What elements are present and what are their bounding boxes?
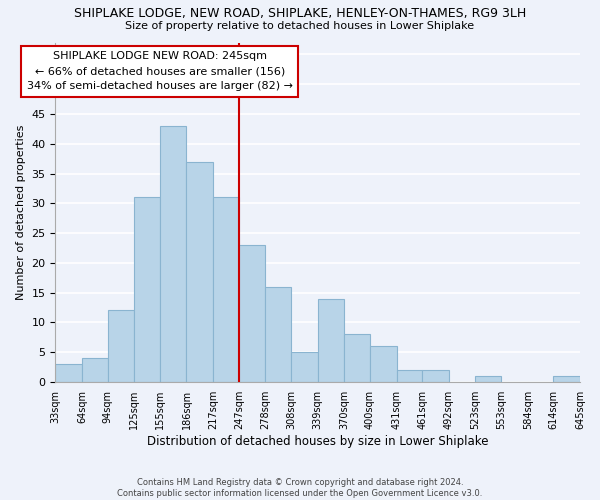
Bar	[397, 370, 422, 382]
Bar	[187, 162, 213, 382]
Bar	[344, 334, 370, 382]
Text: SHIPLAKE LODGE NEW ROAD: 245sqm
← 66% of detached houses are smaller (156)
34% o: SHIPLAKE LODGE NEW ROAD: 245sqm ← 66% of…	[27, 52, 293, 91]
Bar	[160, 126, 187, 382]
Text: SHIPLAKE LODGE, NEW ROAD, SHIPLAKE, HENLEY-ON-THAMES, RG9 3LH: SHIPLAKE LODGE, NEW ROAD, SHIPLAKE, HENL…	[74, 8, 526, 20]
Bar	[134, 198, 160, 382]
X-axis label: Distribution of detached houses by size in Lower Shiplake: Distribution of detached houses by size …	[147, 434, 488, 448]
Text: Size of property relative to detached houses in Lower Shiplake: Size of property relative to detached ho…	[125, 21, 475, 31]
Bar	[317, 298, 344, 382]
Bar	[422, 370, 449, 382]
Bar	[239, 245, 265, 382]
Bar	[553, 376, 580, 382]
Bar	[213, 198, 239, 382]
Bar	[265, 286, 291, 382]
Bar	[475, 376, 501, 382]
Bar	[291, 352, 317, 382]
Bar	[82, 358, 107, 382]
Bar	[55, 364, 82, 382]
Text: Contains HM Land Registry data © Crown copyright and database right 2024.
Contai: Contains HM Land Registry data © Crown c…	[118, 478, 482, 498]
Y-axis label: Number of detached properties: Number of detached properties	[16, 124, 26, 300]
Bar	[370, 346, 397, 382]
Bar	[107, 310, 134, 382]
